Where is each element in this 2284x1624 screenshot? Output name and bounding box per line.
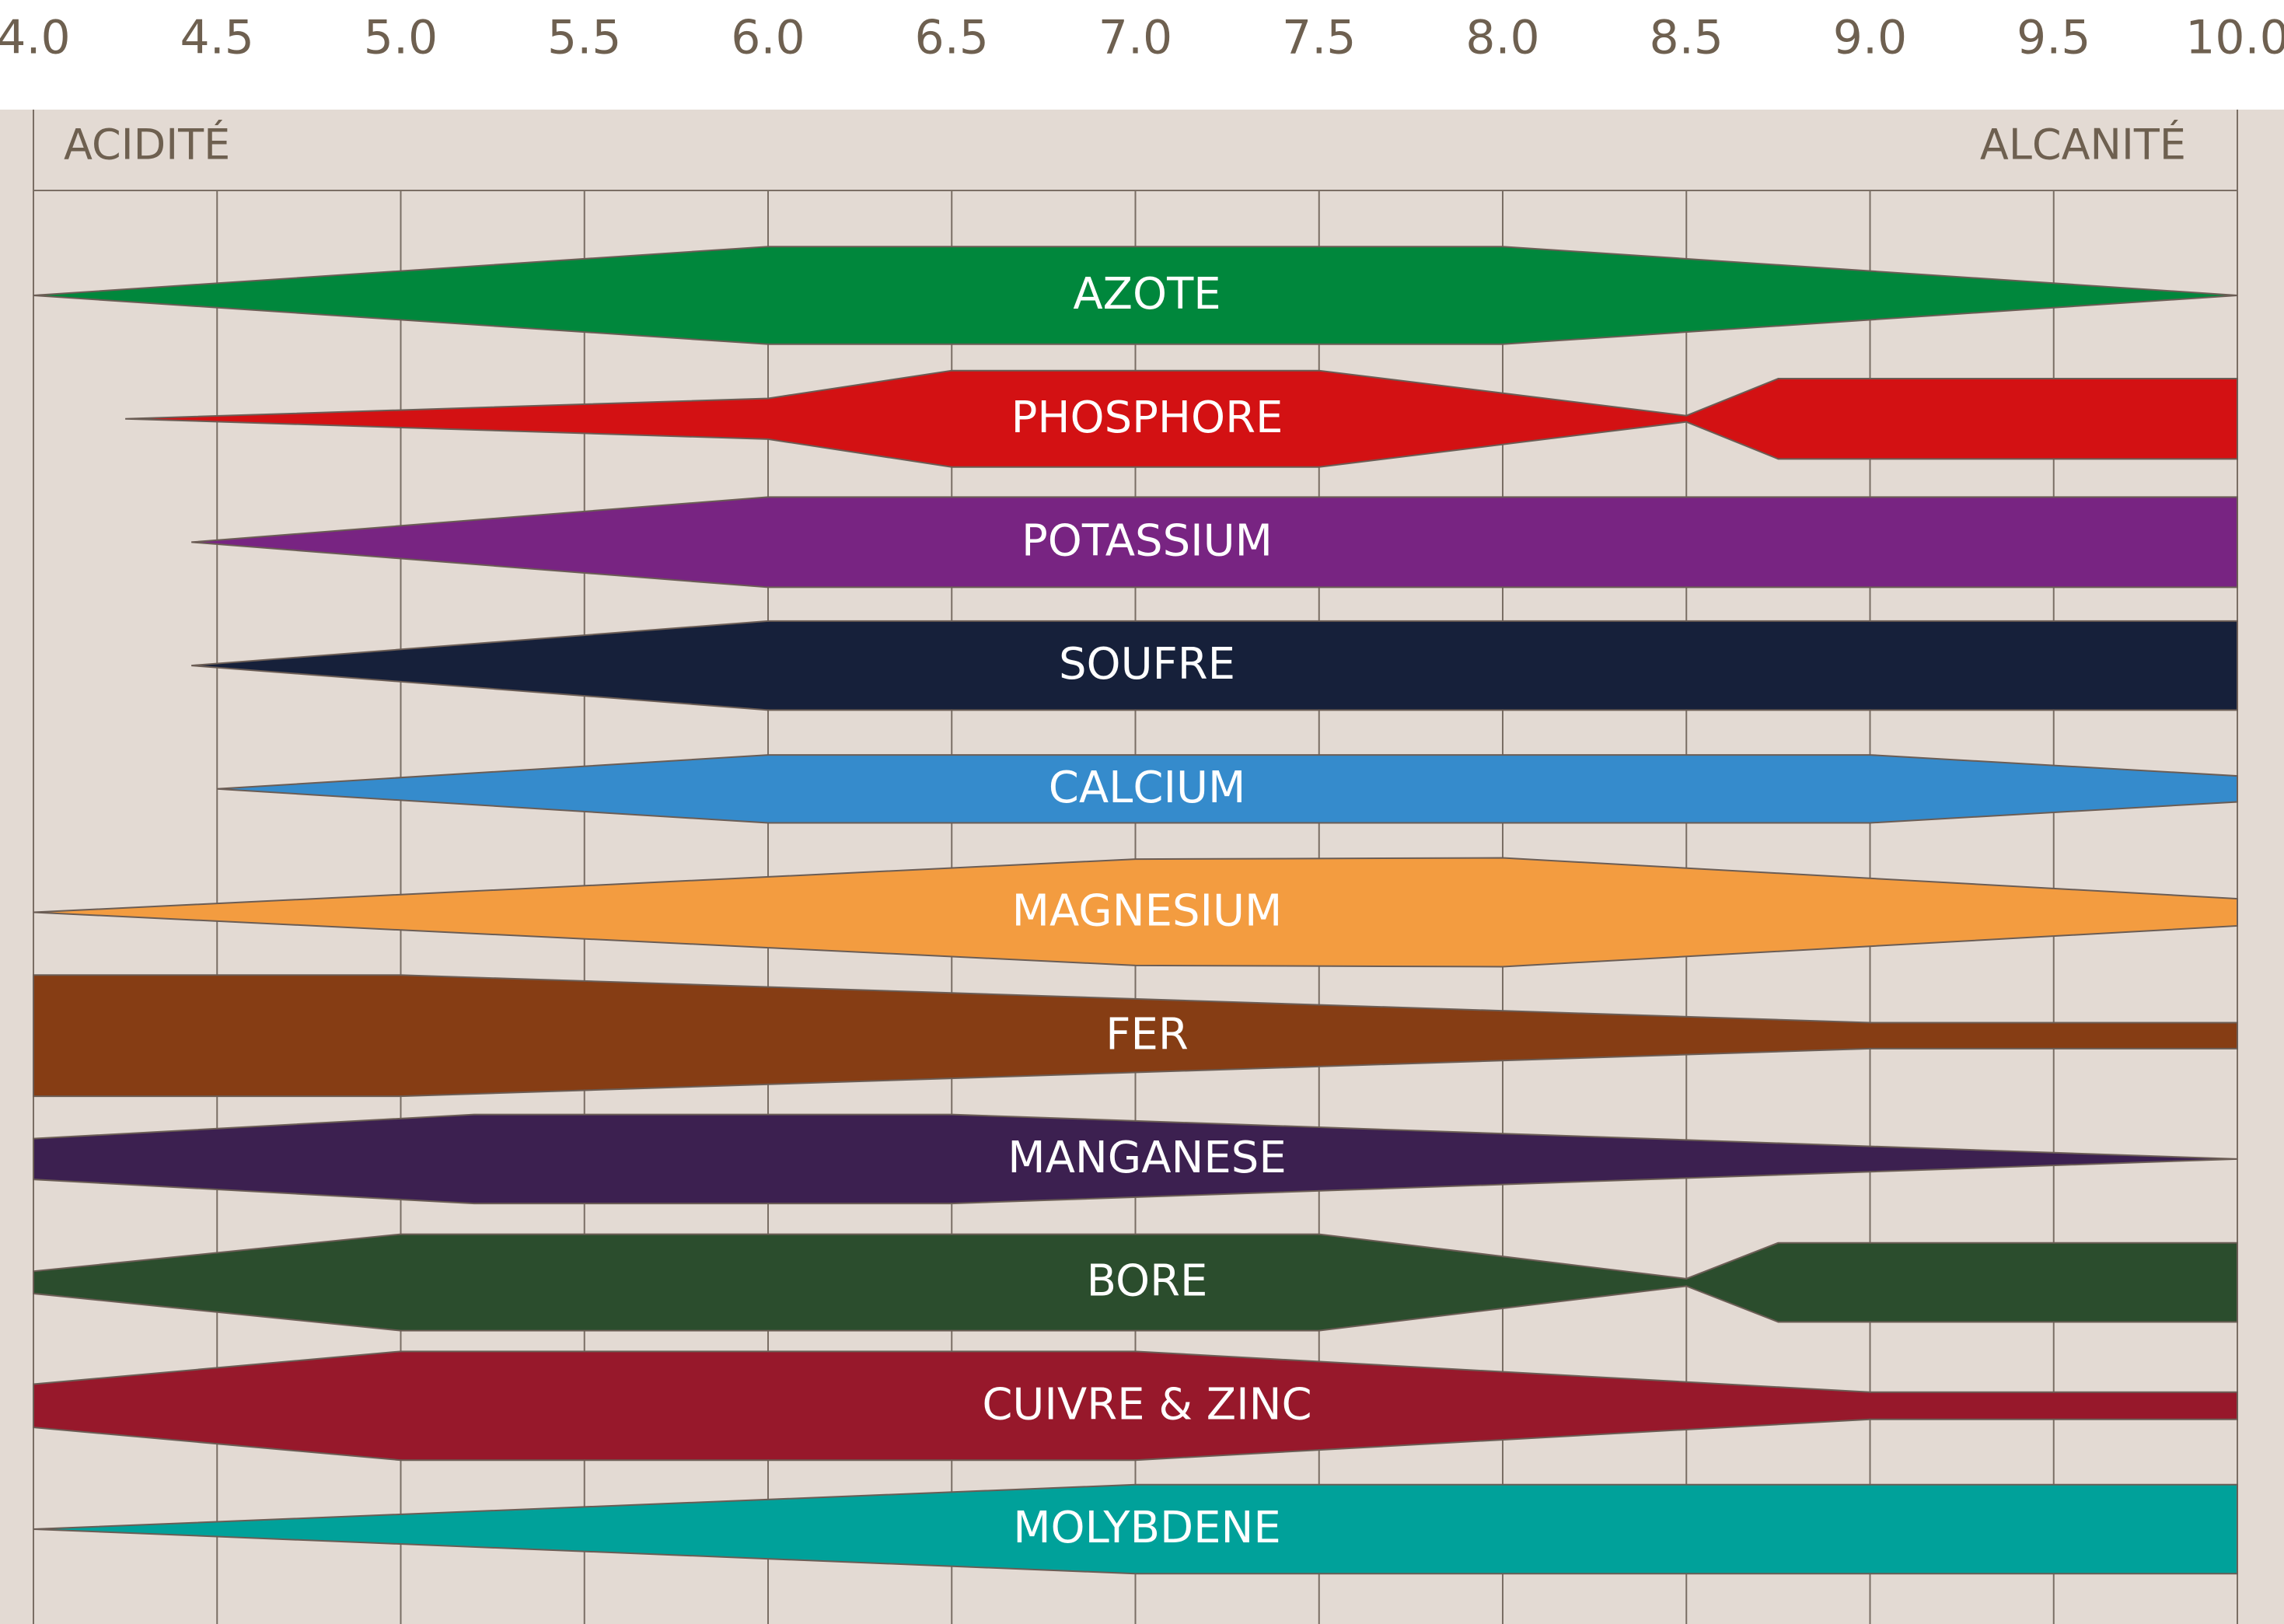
band-label: BORE [1087, 1256, 1208, 1307]
x-tick-label: 6.5 [915, 11, 989, 65]
nutrient-band [33, 857, 2238, 968]
nutrient-band [33, 1233, 2238, 1332]
nutrient-band [33, 1483, 2238, 1575]
acidity-label: ACIDITÉ [64, 120, 230, 169]
nutrient-band [125, 369, 2238, 468]
x-tick-label: 4.0 [0, 11, 71, 65]
band-label: POTASSIUM [1022, 516, 1273, 567]
x-tick-label: 7.5 [1282, 11, 1356, 65]
x-tick-label: 10.0 [2185, 11, 2284, 65]
band-label: FER [1105, 1009, 1189, 1060]
x-tick-label: 6.0 [731, 11, 805, 65]
nutrient-band [33, 246, 2238, 345]
band-label: AZOTE [1073, 269, 1221, 320]
x-tick-label: 5.5 [547, 11, 621, 65]
nutrient-band [191, 496, 2238, 588]
x-tick-label: 9.5 [2017, 11, 2090, 65]
x-tick-label: 7.0 [1098, 11, 1172, 65]
band-label: PHOSPHORE [1011, 393, 1283, 443]
nutrient-band [33, 1113, 2238, 1205]
band-label: MANGANESE [1008, 1133, 1286, 1183]
band-label: CUIVRE & ZINC [982, 1379, 1311, 1430]
x-tick-label: 8.0 [1465, 11, 1539, 65]
band-label: SOUFRE [1059, 639, 1235, 690]
nutrient-band [33, 974, 2238, 1098]
x-tick-label: 9.0 [1833, 11, 1907, 65]
band-label: CALCIUM [1049, 763, 1246, 813]
nutrient-band [191, 620, 2238, 711]
nutrient-band [217, 754, 2238, 824]
band-label: MAGNESIUM [1012, 886, 1283, 937]
x-tick-label: 4.5 [180, 11, 254, 65]
x-tick-label: 5.0 [364, 11, 438, 65]
band-label: MOLYBDENE [1013, 1503, 1281, 1553]
nutrient-band [33, 1350, 2238, 1462]
x-tick-label: 8.5 [1650, 11, 1723, 65]
alkalinity-label: ALCANITÉ [1980, 120, 2186, 169]
